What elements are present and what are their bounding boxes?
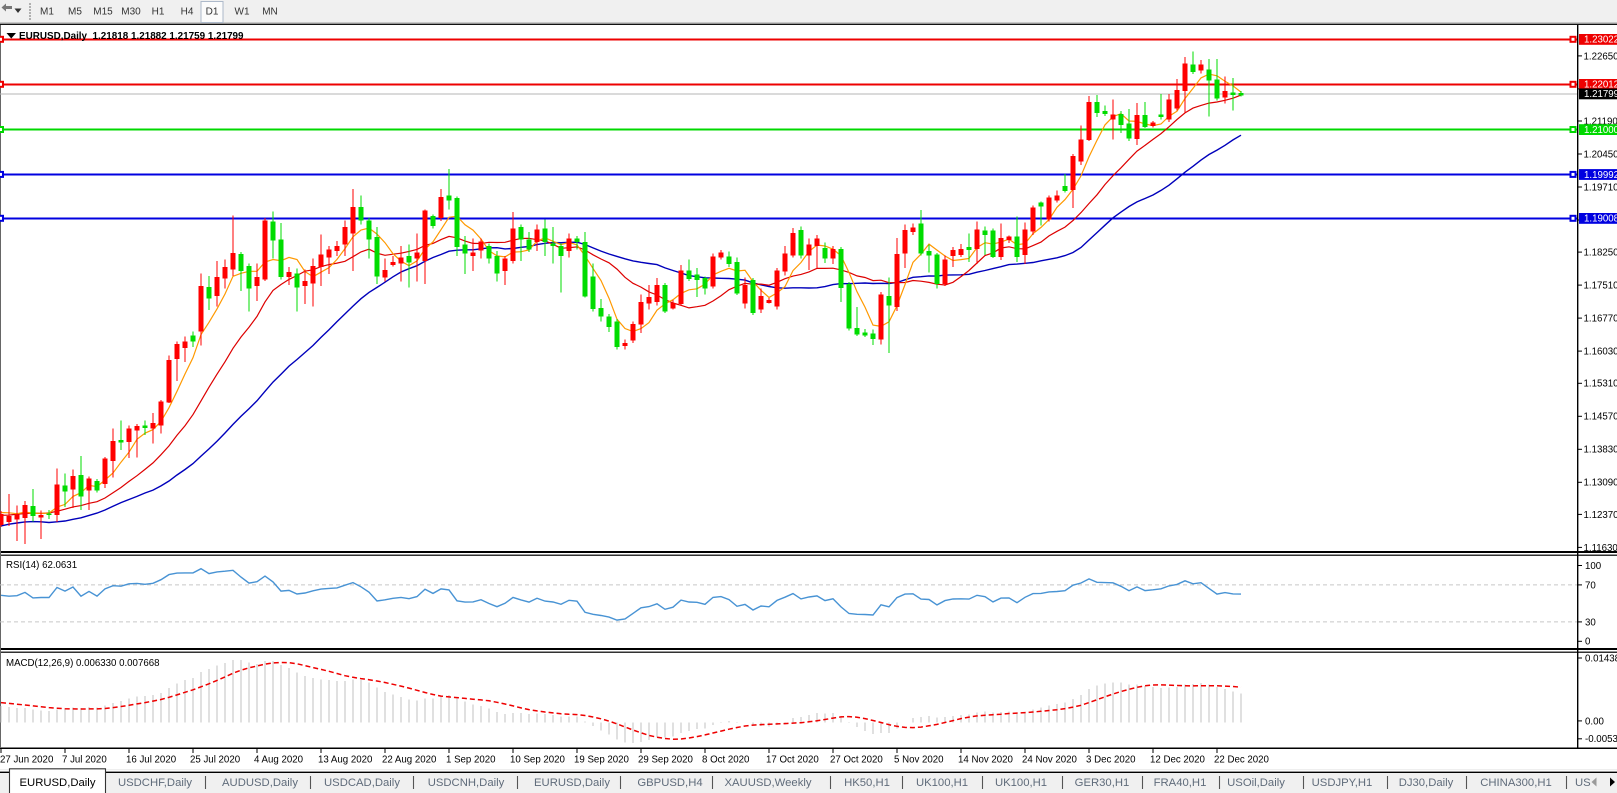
svg-text:1.19992: 1.19992	[1584, 170, 1617, 181]
svg-text:EURUSD,Daily 1.21818 1.21882: EURUSD,Daily 1.21818 1.21882 1.21759 1.2…	[19, 31, 244, 42]
svg-text:17 Oct 2020: 17 Oct 2020	[766, 755, 819, 766]
svg-text:1.11630: 1.11630	[1584, 543, 1617, 554]
svg-text:CHINA300,H1: CHINA300,H1	[1480, 777, 1552, 789]
svg-text:H1: H1	[152, 7, 165, 18]
svg-text:12 Dec 2020: 12 Dec 2020	[1150, 755, 1206, 766]
svg-text:1.20450: 1.20450	[1584, 149, 1617, 160]
svg-text:1.22012: 1.22012	[1584, 80, 1617, 91]
svg-text:1.23022: 1.23022	[1584, 35, 1617, 46]
svg-text:EURUSD,Daily: EURUSD,Daily	[534, 777, 610, 789]
svg-text:1.21799: 1.21799	[1584, 89, 1617, 100]
svg-text:AUDUSD,Daily: AUDUSD,Daily	[222, 777, 298, 789]
svg-text:1.13830: 1.13830	[1584, 445, 1617, 456]
svg-text:W1: W1	[235, 7, 250, 18]
svg-text:XAUUSD,Weekly: XAUUSD,Weekly	[724, 777, 811, 789]
svg-text:1.19710: 1.19710	[1584, 182, 1617, 193]
svg-text:30: 30	[1585, 617, 1596, 628]
svg-text:US: US	[1575, 777, 1591, 789]
svg-text:1.19008: 1.19008	[1584, 214, 1617, 225]
svg-text:GER30,H1: GER30,H1	[1075, 777, 1130, 789]
svg-text:M1: M1	[40, 7, 54, 18]
svg-text:1.13090: 1.13090	[1584, 478, 1617, 489]
svg-text:M30: M30	[121, 7, 141, 18]
svg-text:100: 100	[1585, 561, 1602, 572]
svg-text:USDCHF,Daily: USDCHF,Daily	[118, 777, 192, 789]
svg-text:DJ30,Daily: DJ30,Daily	[1399, 777, 1454, 789]
svg-text:USDCNH,Daily: USDCNH,Daily	[428, 777, 505, 789]
svg-text:0: 0	[1585, 637, 1591, 648]
svg-text:H4: H4	[181, 7, 194, 18]
svg-text:FRA40,H1: FRA40,H1	[1154, 777, 1207, 789]
svg-text:27 Oct 2020: 27 Oct 2020	[830, 755, 883, 766]
svg-text:70: 70	[1585, 580, 1596, 591]
svg-text:1.12370: 1.12370	[1584, 510, 1617, 521]
svg-text:M15: M15	[93, 7, 113, 18]
svg-text:22 Aug 2020: 22 Aug 2020	[382, 755, 437, 766]
svg-text:1.17510: 1.17510	[1584, 281, 1617, 292]
svg-text:4 Aug 2020: 4 Aug 2020	[254, 755, 304, 766]
svg-text:16 Jul 2020: 16 Jul 2020	[126, 755, 177, 766]
svg-text:19 Sep 2020: 19 Sep 2020	[574, 755, 630, 766]
svg-text:EURUSD,Daily: EURUSD,Daily	[20, 777, 96, 789]
svg-text:1.15310: 1.15310	[1584, 379, 1617, 390]
svg-text:25 Jul 2020: 25 Jul 2020	[190, 755, 241, 766]
svg-text:MN: MN	[262, 7, 278, 18]
svg-text:D1: D1	[206, 7, 219, 18]
svg-text:1 Sep 2020: 1 Sep 2020	[446, 755, 496, 766]
svg-text:1.14570: 1.14570	[1584, 412, 1617, 423]
svg-text:1.22650: 1.22650	[1584, 51, 1617, 62]
svg-text:22 Dec 2020: 22 Dec 2020	[1214, 755, 1270, 766]
svg-text:24 Nov 2020: 24 Nov 2020	[1022, 755, 1078, 766]
svg-text:USOil,Daily: USOil,Daily	[1227, 777, 1285, 789]
svg-text:0.00: 0.00	[1585, 716, 1604, 727]
svg-text:5 Nov 2020: 5 Nov 2020	[894, 755, 944, 766]
svg-text:1.21000: 1.21000	[1584, 125, 1617, 136]
svg-text:7 Jul 2020: 7 Jul 2020	[62, 755, 107, 766]
svg-text:-0.00539: -0.00539	[1585, 734, 1617, 745]
svg-text:14 Nov 2020: 14 Nov 2020	[958, 755, 1014, 766]
svg-text:3 Dec 2020: 3 Dec 2020	[1086, 755, 1136, 766]
svg-text:1.21190: 1.21190	[1584, 116, 1617, 127]
svg-text:RSI(14) 62.0631: RSI(14) 62.0631	[6, 560, 77, 571]
svg-text:8 Oct 2020: 8 Oct 2020	[702, 755, 750, 766]
svg-text:0.014384: 0.014384	[1585, 653, 1617, 664]
svg-text:10 Sep 2020: 10 Sep 2020	[510, 755, 566, 766]
svg-text:27 Jun 2020: 27 Jun 2020	[0, 755, 54, 766]
svg-text:HK50,H1: HK50,H1	[844, 777, 890, 789]
svg-text:13 Aug 2020: 13 Aug 2020	[318, 755, 373, 766]
svg-text:USDJPY,H1: USDJPY,H1	[1312, 777, 1373, 789]
svg-text:1.16030: 1.16030	[1584, 347, 1617, 358]
svg-text:M5: M5	[68, 7, 82, 18]
svg-text:29 Sep 2020: 29 Sep 2020	[638, 755, 694, 766]
svg-text:MACD(12,26,9) 0.006330 0.00766: MACD(12,26,9) 0.006330 0.007668	[6, 658, 160, 669]
svg-text:GBPUSD,H4: GBPUSD,H4	[637, 777, 702, 789]
svg-text:1.16770: 1.16770	[1584, 314, 1617, 325]
svg-text:UK100,H1: UK100,H1	[916, 777, 968, 789]
svg-text:USDCAD,Daily: USDCAD,Daily	[324, 777, 400, 789]
svg-text:UK100,H1: UK100,H1	[995, 777, 1047, 789]
svg-text:1.18250: 1.18250	[1584, 248, 1617, 259]
